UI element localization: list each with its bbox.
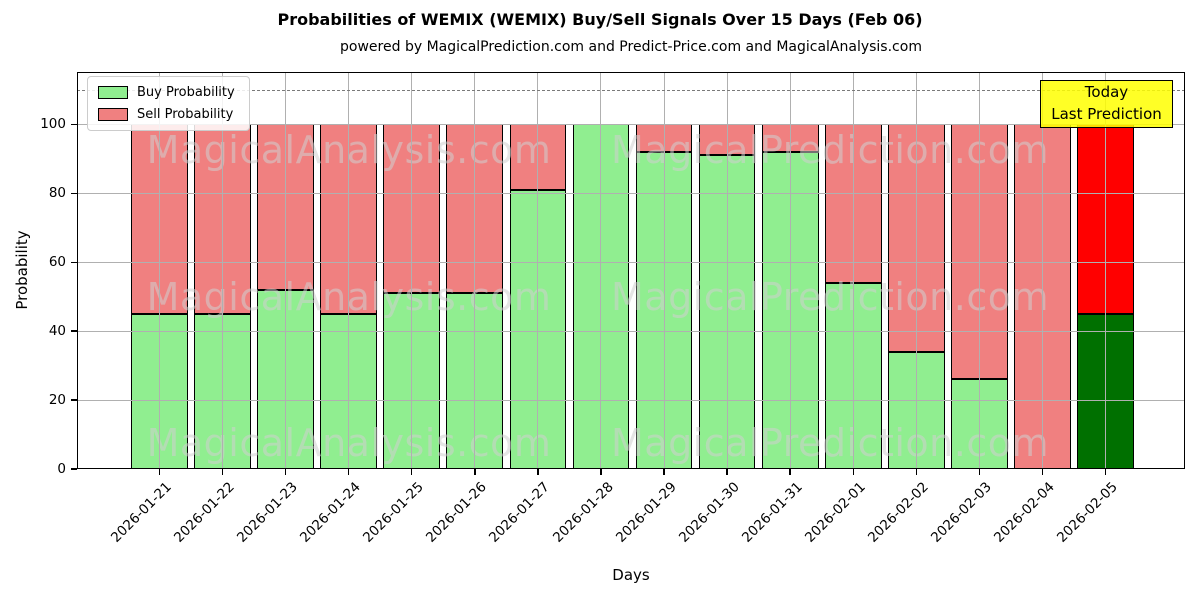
x-tick-mark — [284, 469, 287, 475]
x-tick-mark — [1104, 469, 1107, 475]
gridline-vertical — [852, 72, 854, 469]
x-tick-label: 2026-01-27 — [486, 479, 554, 546]
legend: Buy Probability Sell Probability — [87, 76, 250, 131]
legend-item-sell: Sell Probability — [98, 107, 235, 122]
x-tick-mark — [663, 469, 665, 475]
gridline-vertical — [600, 72, 602, 469]
y-tick-mark — [71, 261, 77, 263]
gridline-vertical — [663, 72, 665, 469]
x-tick-label: 2026-01-21 — [108, 479, 175, 546]
gridline-vertical — [159, 72, 161, 469]
legend-swatch-sell — [98, 108, 128, 121]
x-tick-label: 2026-01-22 — [171, 479, 238, 546]
x-tick-mark — [474, 469, 476, 475]
x-tick-mark — [915, 469, 917, 475]
x-tick-mark — [978, 469, 981, 475]
gridline-horizontal — [77, 261, 1185, 263]
x-tick-label: 2026-01-25 — [360, 479, 428, 546]
legend-item-buy: Buy Probability — [98, 85, 235, 100]
legend-label-buy: Buy Probability — [137, 85, 235, 100]
legend-label-sell: Sell Probability — [137, 107, 234, 122]
x-tick-label: 2026-01-28 — [549, 479, 617, 546]
x-tick-label: 2026-01-29 — [612, 479, 680, 546]
dashed-guide-line — [77, 89, 1185, 91]
gridline-vertical — [978, 72, 980, 469]
y-tick-label: 80 — [48, 185, 66, 202]
x-tick-mark — [348, 469, 350, 475]
gridline-horizontal — [77, 123, 1185, 125]
today-annotation-line1: Today — [1084, 83, 1129, 102]
legend-swatch-buy — [98, 86, 128, 99]
x-tick-label: 2026-02-01 — [801, 479, 869, 546]
y-tick-mark — [71, 123, 77, 126]
x-tick-mark — [1041, 469, 1044, 475]
x-axis-label: Days — [612, 566, 650, 584]
y-tick-mark — [71, 399, 77, 401]
x-tick-label: 2026-02-02 — [864, 479, 932, 546]
y-tick-label: 20 — [48, 392, 66, 409]
y-tick-mark — [71, 192, 77, 194]
gridline-vertical — [915, 72, 917, 469]
x-tick-label: 2026-02-03 — [927, 479, 995, 546]
y-tick-label: 40 — [48, 323, 66, 340]
gridline-vertical — [411, 72, 413, 469]
x-tick-label: 2026-01-24 — [297, 479, 365, 546]
x-tick-mark — [600, 469, 602, 475]
x-tick-mark — [158, 469, 161, 475]
y-tick-label: 0 — [57, 461, 66, 477]
gridline-vertical — [1104, 72, 1106, 469]
x-tick-mark — [852, 469, 854, 475]
gridline-vertical — [537, 72, 539, 469]
gridline-horizontal — [77, 399, 1185, 401]
x-tick-label: 2026-01-23 — [234, 479, 301, 546]
plot-area: MagicalAnalysis.com MagicalPrediction.com… — [77, 72, 1185, 469]
gridline-vertical — [348, 72, 350, 469]
x-tick-label: 2026-01-30 — [675, 479, 743, 546]
today-annotation: Today Last Prediction — [1040, 80, 1173, 128]
x-tick-label: 2026-02-05 — [1053, 479, 1121, 546]
x-tick-label: 2026-02-04 — [990, 479, 1058, 546]
y-tick-mark — [71, 330, 77, 332]
y-tick-label: 60 — [48, 254, 66, 271]
chart-title: Probabilities of WEMIX (WEMIX) Buy/Sell … — [277, 10, 923, 29]
x-tick-mark — [789, 469, 791, 475]
gridline-vertical — [222, 72, 224, 469]
gridline-vertical — [1041, 72, 1043, 469]
gridline-vertical — [789, 72, 791, 469]
gridline-vertical — [285, 72, 287, 469]
watermark-text: MagicalPrediction.com — [611, 275, 1049, 319]
chart-subtitle: powered by MagicalPrediction.com and Pre… — [340, 39, 922, 55]
x-tick-label: 2026-01-26 — [423, 479, 491, 546]
x-tick-mark — [537, 469, 539, 475]
gridline-vertical — [726, 72, 728, 469]
today-annotation-line2: Last Prediction — [1051, 105, 1162, 123]
y-tick-label: 100 — [40, 116, 66, 133]
x-tick-label: 2026-01-31 — [738, 479, 806, 546]
gridline-horizontal — [77, 330, 1185, 332]
watermark-text: MagicalPrediction.com — [611, 128, 1049, 172]
y-tick-mark — [71, 468, 77, 470]
y-axis-label: Probability — [13, 230, 31, 310]
gridline-vertical — [474, 72, 476, 469]
gridline-horizontal — [77, 192, 1185, 194]
x-tick-mark — [726, 469, 728, 475]
watermark-text: MagicalPrediction.com — [611, 421, 1049, 465]
x-tick-mark — [221, 469, 224, 475]
x-tick-mark — [411, 469, 413, 475]
